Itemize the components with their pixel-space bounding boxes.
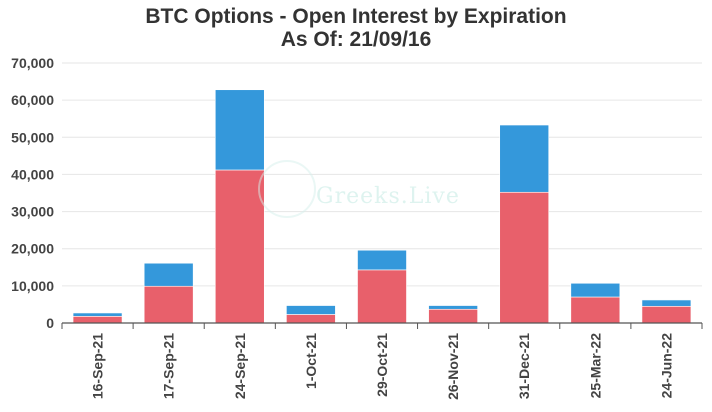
bar-segment-series-1 (143, 285, 194, 324)
bar-segment-series-2 (143, 262, 194, 287)
axes (61, 322, 703, 329)
y-tick-label: 40,000 (11, 166, 54, 182)
bar-segment-series-1 (72, 316, 123, 324)
chart-title: BTC Options - Open Interest by Expiratio… (145, 5, 567, 28)
y-tick-label: 0 (46, 315, 54, 331)
x-tick-label: 31-Dec-21 (516, 333, 532, 399)
grid-lines (62, 62, 702, 287)
y-tick-label: 50,000 (11, 129, 54, 145)
bar-segment-series-2 (641, 299, 692, 307)
x-tick-label: 25-Mar-22 (587, 333, 603, 399)
bar-segment-series-1 (641, 305, 692, 324)
bar-segment-series-1 (214, 169, 265, 324)
x-tick-label: 24-Sep-21 (232, 333, 248, 399)
y-tick-label: 60,000 (11, 92, 54, 108)
x-tick-label: 17-Sep-21 (161, 333, 177, 399)
chart-subtitle: As Of: 21/09/16 (280, 28, 432, 51)
y-tick-label: 10,000 (11, 278, 54, 294)
bar-segment-series-1 (286, 314, 336, 324)
bar-segment-series-2 (357, 249, 407, 271)
watermark: Greeks.Live (316, 184, 460, 209)
bar-segment-series-1 (499, 191, 550, 324)
bar-segment-series-2 (570, 282, 621, 298)
bar-segment-series-1 (570, 296, 621, 324)
y-tick-label: 30,000 (11, 204, 54, 220)
x-tick-label: 16-Sep-21 (90, 333, 106, 399)
x-tick-label: 1-Oct-21 (303, 333, 319, 389)
y-tick-labels: 0 10,000 20,000 30,000 40,000 50,000 60,000 70,… (11, 55, 54, 331)
bars (72, 89, 692, 324)
x-tick-labels: 16-Sep-21 17-Sep-21 24-Sep-21 1-Oct-21 29-Oc… (90, 333, 675, 400)
bar-segment-series-2 (214, 89, 265, 171)
bar-segment-series-2 (499, 124, 550, 193)
x-tick-label: 24-Jun-22 (658, 333, 674, 399)
bar-segment-series-1 (428, 308, 478, 324)
bar-segment-series-2 (72, 312, 123, 317)
bar-segment-series-1 (357, 269, 407, 324)
watermark-logo (258, 160, 316, 218)
x-tick-label: 29-Oct-21 (374, 333, 390, 397)
y-tick-label: 70,000 (11, 55, 54, 71)
y-tick-label: 20,000 (11, 241, 54, 257)
bar-segment-series-2 (428, 305, 478, 310)
bar-segment-series-2 (286, 305, 336, 315)
x-tick-label: 26-Nov-21 (445, 333, 461, 400)
